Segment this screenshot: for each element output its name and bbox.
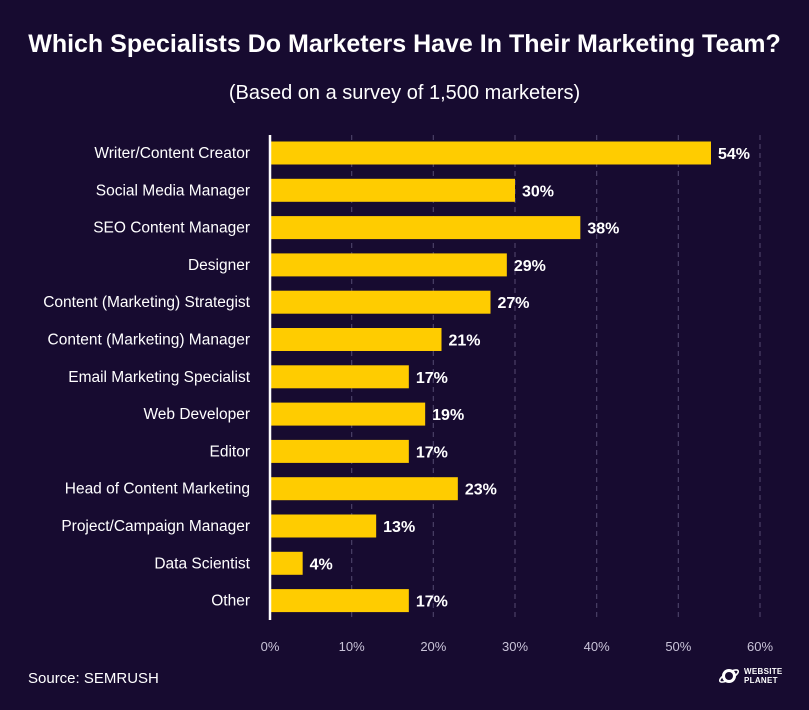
bar	[270, 141, 711, 165]
bar	[270, 328, 442, 351]
value-label: 17%	[416, 370, 448, 387]
x-tick-label: 40%	[584, 639, 610, 654]
value-label: 54%	[718, 146, 750, 163]
bar	[270, 551, 303, 575]
category-label: Writer/Content Creator	[94, 145, 250, 162]
x-tick-label: 20%	[420, 639, 446, 654]
x-tick-label: 50%	[665, 639, 691, 654]
bar	[270, 402, 426, 426]
value-label: 21%	[449, 333, 481, 350]
value-label: 23%	[465, 482, 497, 499]
value-label: 27%	[498, 295, 530, 312]
category-label: Designer	[188, 257, 250, 274]
bar	[270, 514, 377, 538]
x-tick-label: 10%	[339, 639, 365, 654]
value-label: 30%	[522, 183, 554, 200]
bar	[270, 477, 458, 501]
bar	[270, 253, 507, 277]
category-label: SEO Content Manager	[93, 220, 250, 237]
bar	[270, 290, 491, 314]
value-label: 4%	[310, 556, 333, 573]
value-label: 38%	[587, 221, 619, 238]
bar-chart: 0% 10% 20% 30% 40% 50% 60% Writer/Content Creat…	[43, 135, 773, 654]
value-label: 17%	[416, 594, 448, 611]
category-label: Head of Content Marketing	[65, 481, 250, 498]
logo-text-line2: PLANET	[744, 676, 778, 685]
category-label: Other	[211, 593, 250, 610]
value-label: 19%	[432, 407, 464, 424]
category-label: Data Scientist	[154, 555, 250, 572]
bar	[270, 439, 409, 463]
category-label: Content (Marketing) Manager	[48, 332, 250, 349]
x-tick-label: 60%	[747, 639, 773, 654]
bar	[270, 589, 409, 613]
chart-subtitle: (Based on a survey of 1,500 marketers)	[228, 82, 581, 104]
bar	[270, 178, 515, 202]
category-label: Social Media Manager	[96, 182, 250, 199]
bar	[270, 365, 409, 389]
x-tick-label: 0%	[261, 639, 280, 654]
planet-icon	[718, 669, 740, 683]
source-note: Source: SEMRUSH	[28, 670, 159, 687]
category-label: Project/Campaign Manager	[61, 518, 250, 535]
value-label: 13%	[383, 519, 415, 536]
x-tick-label: 30%	[502, 639, 528, 654]
bar	[270, 216, 581, 240]
chart-title: Which Specialists Do Marketers Have In T…	[28, 30, 781, 58]
value-label: 29%	[514, 258, 546, 275]
category-label: Web Developer	[143, 406, 250, 423]
category-label: Content (Marketing) Strategist	[43, 294, 250, 311]
logo-text-line1: WEBSITE	[744, 667, 783, 676]
category-label: Editor	[210, 443, 251, 460]
value-label: 17%	[416, 444, 448, 461]
website-planet-logo: WEBSITE PLANET	[718, 665, 783, 687]
category-label: Email Marketing Specialist	[68, 369, 250, 386]
